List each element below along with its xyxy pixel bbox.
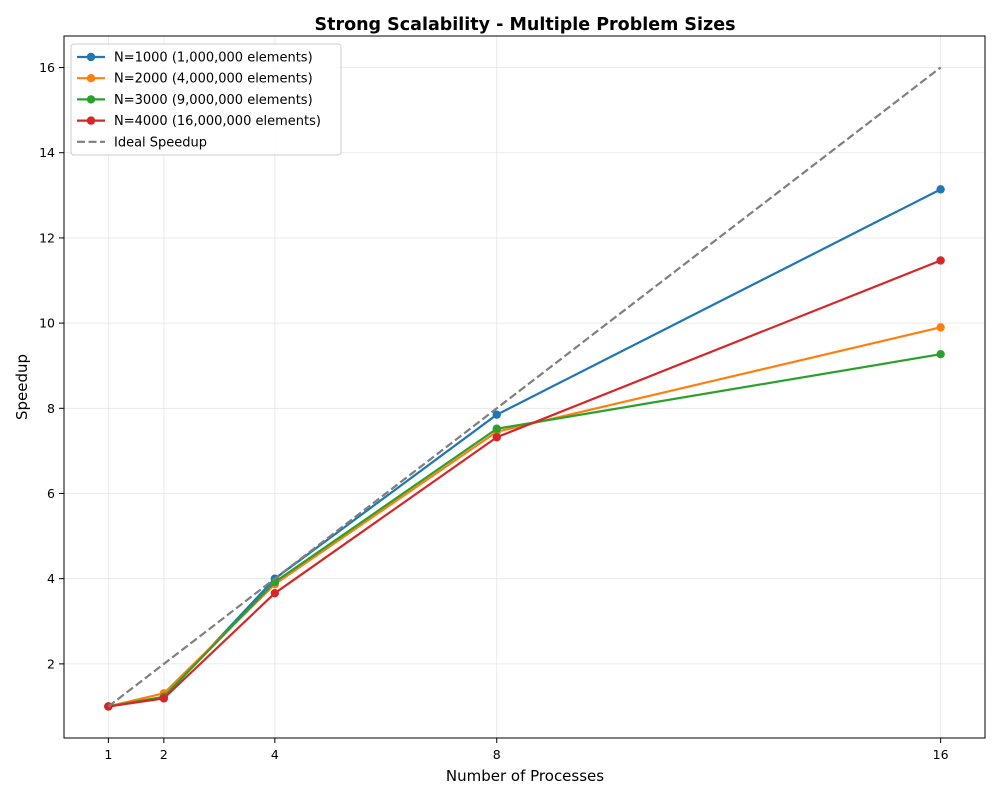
legend-label: N=2000 (4,000,000 elements)	[114, 72, 313, 87]
y-axis-ticks: 2 4 6 8 10 12 14 16	[39, 60, 64, 671]
chart-title: Strong Scalability - Multiple Problem Si…	[314, 15, 735, 35]
legend-label: Ideal Speedup	[114, 135, 207, 150]
series-line	[107, 188, 942, 708]
y-tick-label: 14	[39, 145, 55, 160]
data-point	[492, 424, 501, 433]
y-tick-label: 16	[39, 60, 55, 75]
y-axis-label: Speedup	[13, 354, 31, 420]
series-line	[107, 66, 942, 708]
series-4	[107, 66, 942, 708]
x-tick-label: 16	[933, 747, 949, 762]
series-2	[104, 350, 945, 711]
legend: N=1000 (1,000,000 elements) N=2000 (4,000…	[70, 43, 342, 156]
plot-frame	[63, 35, 986, 739]
legend-box	[70, 43, 342, 156]
y-tick-label: 12	[39, 230, 55, 245]
data-point	[936, 256, 945, 265]
data-point	[936, 350, 945, 359]
data-point	[270, 588, 280, 598]
series-line	[107, 353, 942, 708]
y-tick-label: 8	[47, 401, 55, 416]
x-tick-label: 4	[271, 747, 279, 762]
series-line	[107, 259, 942, 708]
series-line	[107, 326, 942, 708]
y-tick-label: 10	[39, 316, 55, 331]
x-tick-label: 8	[493, 747, 501, 762]
y-tick-label: 6	[47, 486, 55, 501]
data-point	[936, 185, 945, 194]
legend-marker	[86, 95, 96, 104]
legend-marker	[86, 74, 96, 83]
series-3	[104, 256, 945, 711]
series-layer	[104, 66, 945, 711]
x-axis-ticks: 1 2 4 8 16	[104, 738, 949, 762]
data-point	[492, 433, 501, 442]
y-tick-label: 2	[47, 656, 55, 671]
x-axis-label: Number of Processes	[446, 767, 604, 785]
data-point	[159, 694, 169, 703]
legend-marker	[86, 116, 96, 125]
x-tick-label: 2	[160, 747, 168, 762]
data-point	[492, 410, 501, 419]
x-tick-label: 1	[104, 747, 112, 762]
series-0	[104, 185, 945, 711]
legend-label: N=1000 (1,000,000 elements)	[114, 51, 313, 66]
series-1	[104, 323, 945, 711]
data-point	[936, 323, 945, 332]
legend-marker	[86, 52, 96, 62]
y-tick-label: 4	[47, 571, 55, 586]
legend-label: N=4000 (16,000,000 elements)	[114, 114, 321, 129]
legend-label: N=3000 (9,000,000 elements)	[114, 93, 313, 108]
